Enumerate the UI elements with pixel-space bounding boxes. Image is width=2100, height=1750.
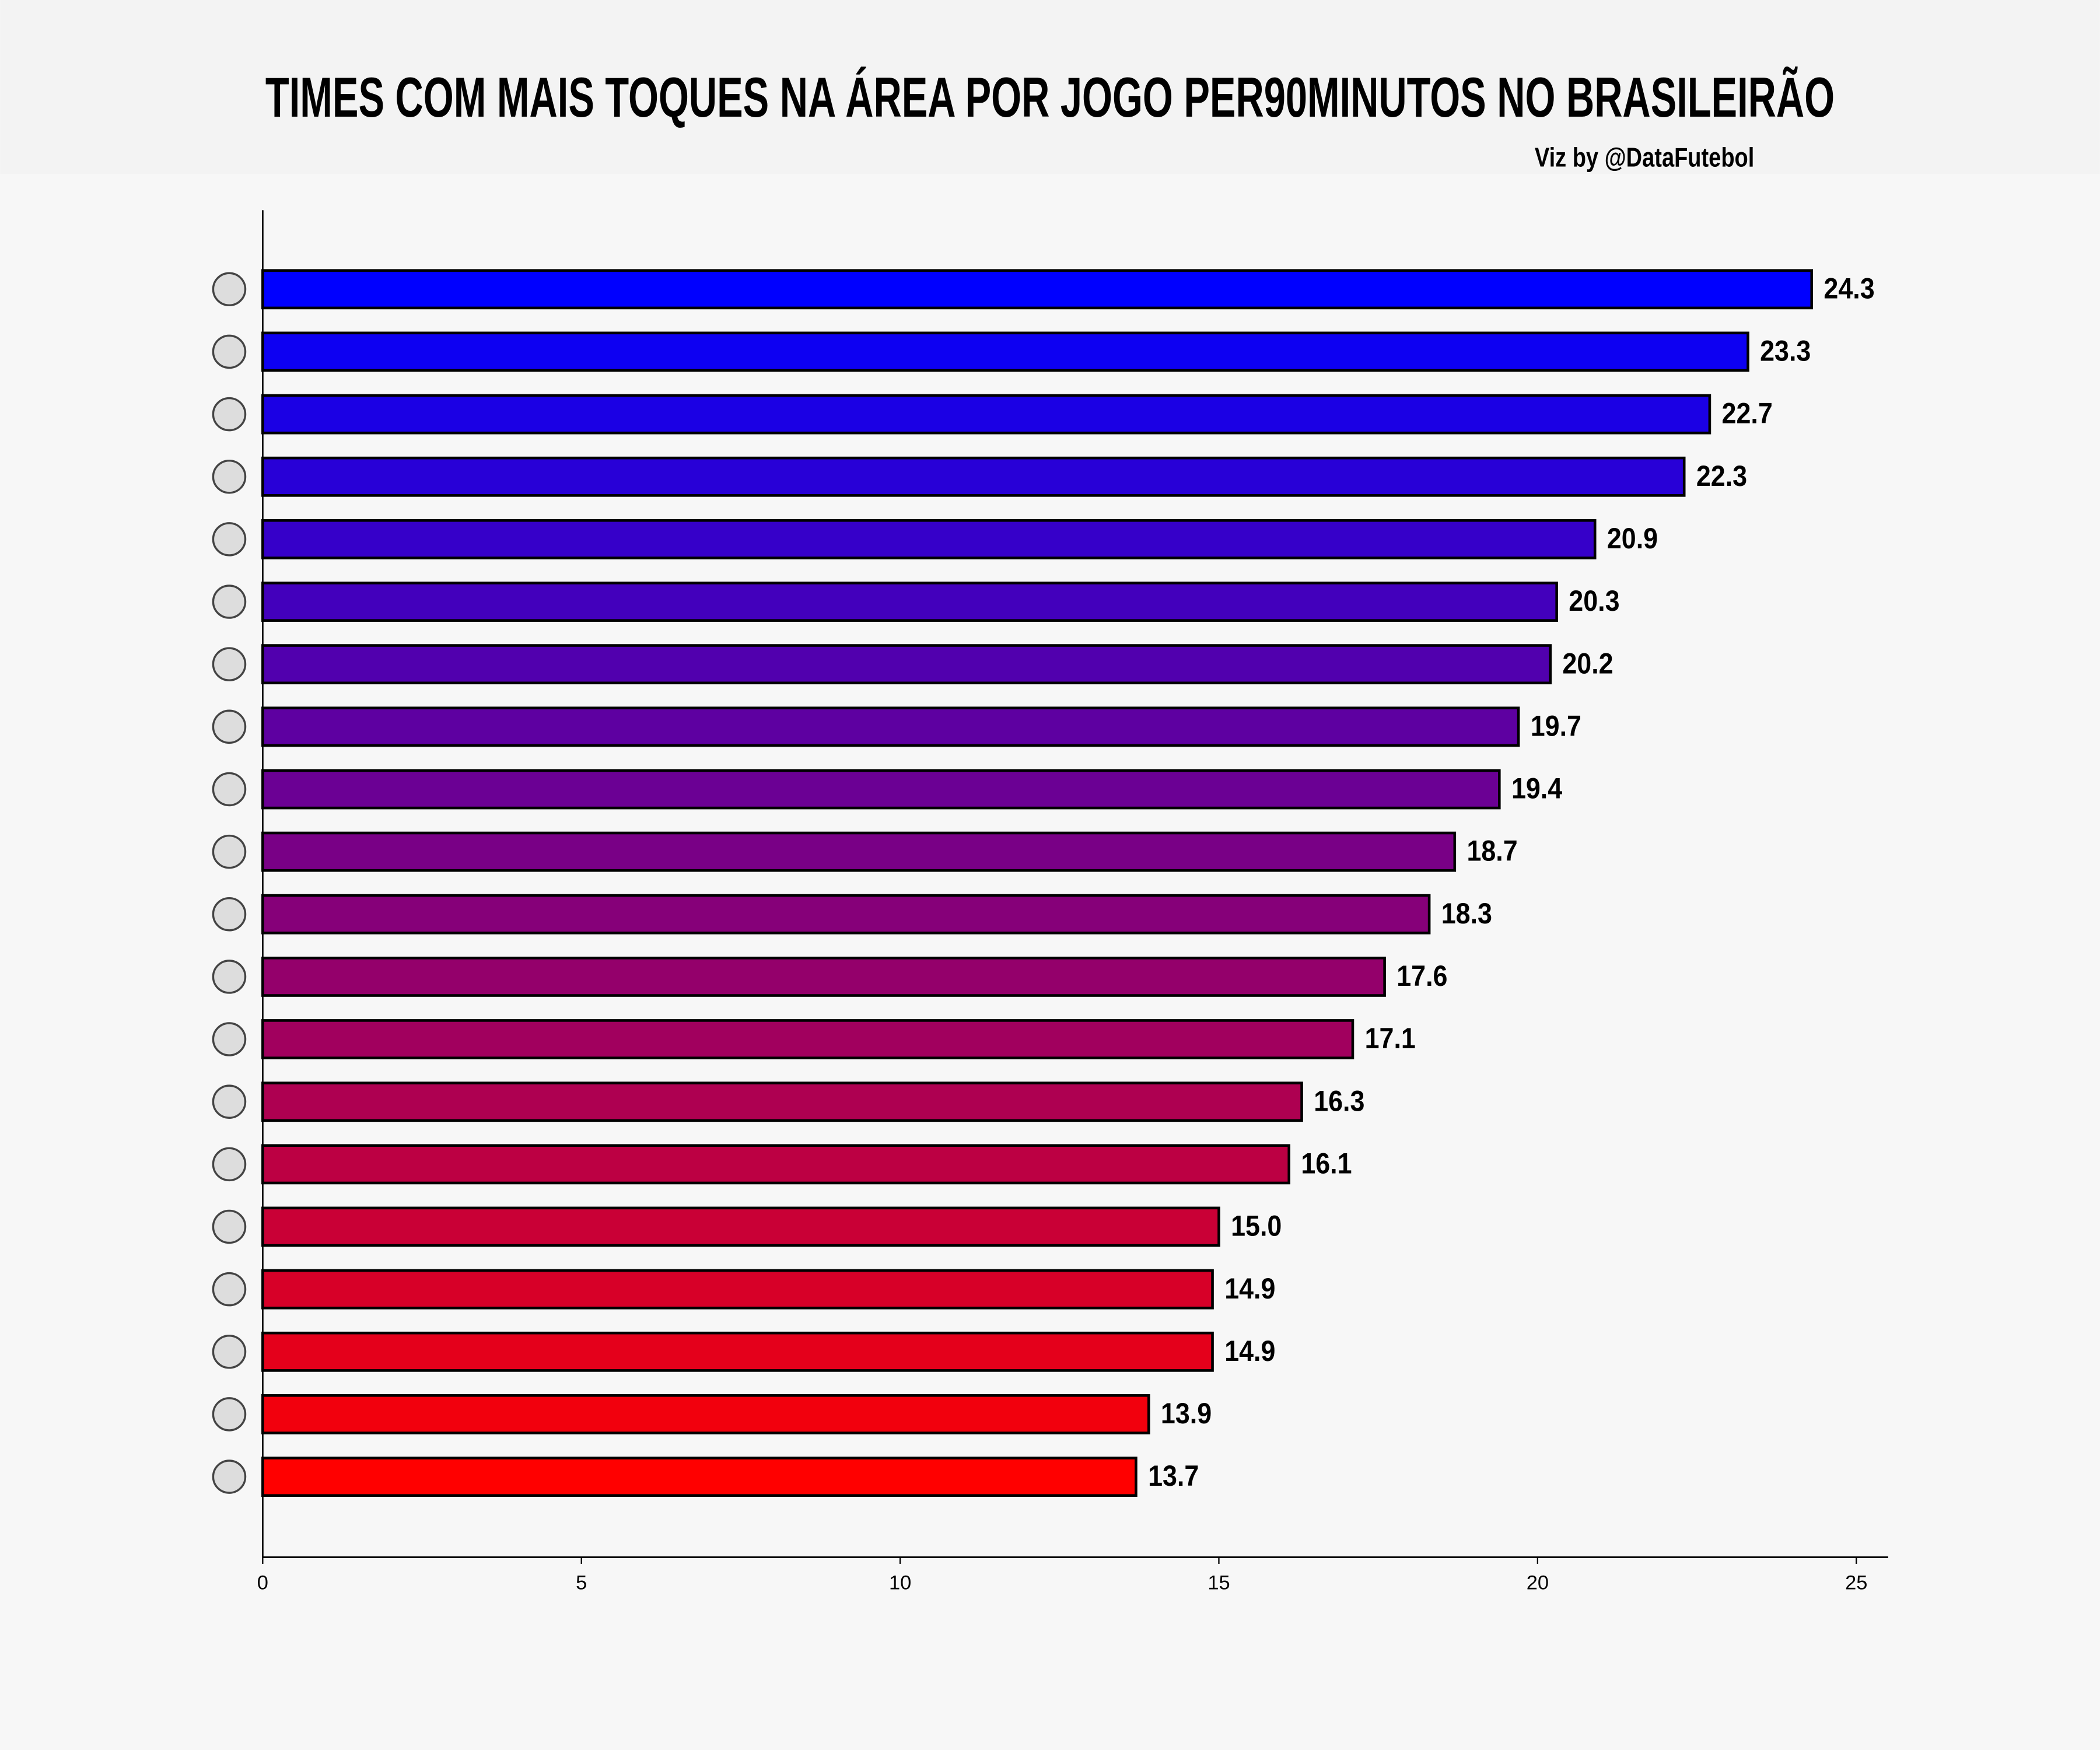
bar (261, 582, 1558, 622)
x-tick-label: 10 (889, 1572, 911, 1594)
bar (261, 706, 1520, 747)
team-logo (212, 522, 247, 556)
chart-subtitle: Viz by @DataFutebol (1535, 142, 1754, 172)
value-label: 18.7 (1466, 834, 1517, 867)
team-logo (212, 960, 247, 994)
team-logo (212, 1022, 247, 1056)
value-label: 20.2 (1562, 646, 1613, 680)
value-label: 18.3 (1441, 897, 1492, 930)
value-label: 16.1 (1301, 1146, 1352, 1180)
bar (261, 1206, 1220, 1247)
bar (261, 331, 1749, 372)
header-band (0, 0, 2100, 174)
value-label: 17.6 (1396, 959, 1447, 992)
team-logo (212, 647, 247, 681)
value-label: 23.3 (1760, 334, 1811, 368)
bar (261, 956, 1386, 997)
bar (261, 644, 1552, 685)
x-tick-label: 20 (1527, 1572, 1549, 1594)
bar (261, 831, 1457, 872)
value-label: 13.7 (1148, 1459, 1199, 1492)
bar (261, 519, 1597, 559)
x-tick-label: 25 (1845, 1572, 1867, 1594)
value-label: 24.3 (1824, 271, 1874, 304)
bar (261, 394, 1712, 435)
value-label: 20.3 (1569, 584, 1619, 617)
chart-title: TIMES COM MAIS TOQUES NA ÁREA POR JOGO P… (265, 66, 1835, 129)
team-logo (212, 272, 247, 307)
bar (261, 1269, 1214, 1310)
team-logo (212, 1460, 247, 1494)
team-logo (212, 1209, 247, 1244)
team-logo (212, 897, 247, 932)
team-logo (212, 334, 247, 369)
bar (261, 1082, 1303, 1122)
team-logo (212, 1147, 247, 1182)
bar (261, 269, 1814, 310)
bar (261, 1394, 1150, 1434)
value-label: 14.9 (1224, 1334, 1275, 1367)
value-label: 16.3 (1314, 1084, 1364, 1117)
team-logo (212, 834, 247, 869)
value-label: 19.4 (1511, 772, 1562, 805)
team-logo (212, 772, 247, 807)
team-logo (212, 1335, 247, 1369)
bar (261, 1144, 1290, 1185)
bar (261, 1331, 1214, 1372)
team-logo (212, 1084, 247, 1119)
value-label: 17.1 (1365, 1021, 1416, 1055)
team-logo (212, 1397, 247, 1432)
value-label: 20.9 (1607, 522, 1658, 555)
team-logo (212, 709, 247, 744)
bar (261, 894, 1431, 935)
value-label: 22.7 (1722, 397, 1773, 430)
bar (261, 1019, 1354, 1059)
team-logo (212, 459, 247, 494)
team-logo (212, 584, 247, 619)
value-label: 19.7 (1531, 709, 1581, 742)
x-tick-label: 0 (257, 1572, 268, 1594)
team-logo (212, 397, 247, 432)
value-label: 13.9 (1161, 1396, 1212, 1430)
team-logo (212, 1272, 247, 1307)
x-tick-label: 5 (576, 1572, 587, 1594)
x-tick-label: 15 (1208, 1572, 1230, 1594)
bar (261, 769, 1501, 810)
value-label: 14.9 (1224, 1272, 1275, 1305)
bar (261, 456, 1686, 497)
bar (261, 1457, 1138, 1497)
value-label: 22.3 (1696, 459, 1747, 492)
value-label: 15.0 (1231, 1209, 1282, 1242)
